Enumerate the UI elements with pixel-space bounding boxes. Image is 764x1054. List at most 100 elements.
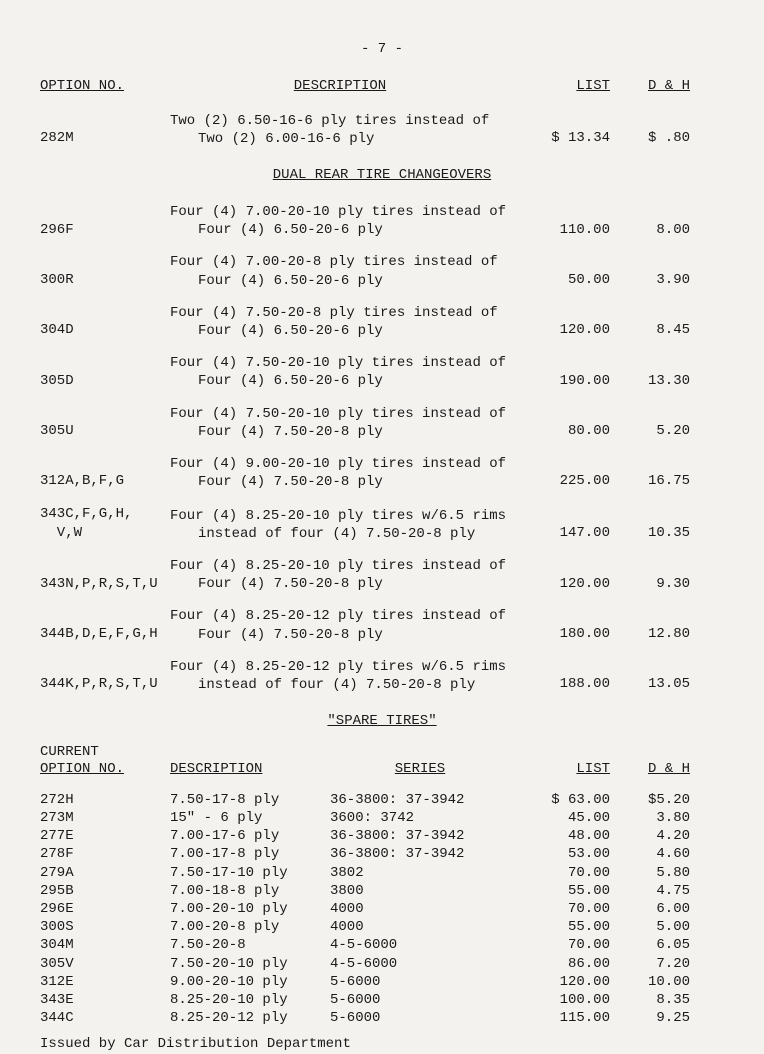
desc-line2: Four (4) 7.50-20-8 ply	[170, 473, 510, 491]
spare-table-row: 300S7.00-20-8 ply400055.005.00	[40, 918, 724, 936]
spare-cell-list: 100.00	[510, 991, 610, 1009]
cell-dh: 8.45	[610, 321, 690, 340]
table-row: 304DFour (4) 7.50-20-8 ply tires instead…	[40, 304, 724, 340]
cell-list: 120.00	[510, 575, 610, 594]
spare-hdr-list: LIST	[576, 761, 610, 777]
desc-line1: Four (4) 8.25-20-10 ply tires w/6.5 rims	[170, 508, 506, 524]
spare-cell-desc: 15" - 6 ply	[170, 809, 330, 827]
spare-cell-dh: 4.20	[610, 827, 690, 845]
spare-cell-desc: 7.00-20-8 ply	[170, 918, 330, 936]
spare-table-row: 343E8.25-20-10 ply5-6000100.008.35	[40, 991, 724, 1009]
cell-list: 190.00	[510, 372, 610, 391]
spare-cell-list: 55.00	[510, 918, 610, 936]
desc-line2: Four (4) 6.50-20-6 ply	[170, 272, 510, 290]
cell-list: 225.00	[510, 472, 610, 491]
spare-table-row: 295B7.00-18-8 ply380055.004.75	[40, 882, 724, 900]
cell-option: 312A,B,F,G	[40, 472, 170, 491]
spare-cell-series: 4-5-6000	[330, 955, 510, 973]
spare-cell-list: 120.00	[510, 973, 610, 991]
spare-cell-dh: 8.35	[610, 991, 690, 1009]
spare-cell-series: 3802	[330, 864, 510, 882]
table-row: 296FFour (4) 7.00-20-10 ply tires instea…	[40, 203, 724, 239]
spare-cell-option: 277E	[40, 827, 170, 845]
cell-option: 344B,D,E,F,G,H	[40, 625, 170, 644]
desc-line2: Four (4) 7.50-20-8 ply	[170, 575, 510, 593]
spare-cell-dh: $5.20	[610, 791, 690, 809]
cell-list: 80.00	[510, 422, 610, 441]
cell-description: Four (4) 7.50-20-10 ply tires instead of…	[170, 405, 510, 441]
spare-cell-option: 304M	[40, 936, 170, 954]
spare-cell-dh: 5.00	[610, 918, 690, 936]
spare-cell-option: 278F	[40, 845, 170, 863]
desc-line2: Four (4) 6.50-20-6 ply	[170, 372, 510, 390]
spare-cell-option: 312E	[40, 973, 170, 991]
desc-line1: Four (4) 9.00-20-10 ply tires instead of	[170, 456, 506, 472]
spare-cell-option: 295B	[40, 882, 170, 900]
desc-line2: Four (4) 7.50-20-8 ply	[170, 423, 510, 441]
spare-cell-list: 48.00	[510, 827, 610, 845]
desc-line1: Four (4) 7.00-20-8 ply tires instead of	[170, 254, 498, 270]
spare-cell-option: 300S	[40, 918, 170, 936]
table-row: 282M Two (2) 6.50-16-6 ply tires instead…	[40, 112, 724, 148]
cell-option: 305U	[40, 422, 170, 441]
spare-cell-option: 273M	[40, 809, 170, 827]
spare-table-row: 273M15" - 6 ply3600: 374245.003.80	[40, 809, 724, 827]
cell-list: 110.00	[510, 221, 610, 240]
spare-cell-dh: 4.60	[610, 845, 690, 863]
spare-cell-list: $ 63.00	[510, 791, 610, 809]
hdr-dh: D & H	[648, 78, 690, 94]
spare-table-row: 272H7.50-17-8 ply36-3800: 37-3942$ 63.00…	[40, 791, 724, 809]
spare-cell-desc: 8.25-20-10 ply	[170, 991, 330, 1009]
spare-cell-dh: 10.00	[610, 973, 690, 991]
cell-option: 304D	[40, 321, 170, 340]
spare-cell-dh: 4.75	[610, 882, 690, 900]
spare-table-row: 277E7.00-17-6 ply36-3800: 37-394248.004.…	[40, 827, 724, 845]
spare-header-row: OPTION NO. DESCRIPTION SERIES LIST D & H	[40, 760, 724, 779]
spare-table-row: 312E9.00-20-10 ply5-6000120.0010.00	[40, 973, 724, 991]
cell-description: Four (4) 9.00-20-10 ply tires instead of…	[170, 455, 510, 491]
spare-cell-option: 272H	[40, 791, 170, 809]
cell-option: 282M	[40, 129, 170, 148]
spare-cell-desc: 7.50-17-10 ply	[170, 864, 330, 882]
spare-cell-series: 36-3800: 37-3942	[330, 845, 510, 863]
spare-cell-option: 296E	[40, 900, 170, 918]
table-row: 343C,F,G,H, V,WFour (4) 8.25-20-10 ply t…	[40, 505, 724, 543]
spare-cell-desc: 9.00-20-10 ply	[170, 973, 330, 991]
table-row: 305DFour (4) 7.50-20-10 ply tires instea…	[40, 354, 724, 390]
spare-hdr-option: OPTION NO.	[40, 760, 170, 779]
cell-description: Four (4) 8.25-20-12 ply tires instead of…	[170, 607, 510, 643]
spare-cell-series: 36-3800: 37-3942	[330, 827, 510, 845]
cell-description: Four (4) 7.50-20-10 ply tires instead of…	[170, 354, 510, 390]
desc-line1: Four (4) 7.00-20-10 ply tires instead of	[170, 204, 506, 220]
spare-table-row: 304M7.50-20-84-5-600070.006.05	[40, 936, 724, 954]
spare-cell-list: 70.00	[510, 936, 610, 954]
cell-option: 300R	[40, 271, 170, 290]
page-number: - 7 -	[40, 40, 724, 59]
spare-cell-desc: 7.00-17-8 ply	[170, 845, 330, 863]
spare-cell-list: 70.00	[510, 864, 610, 882]
spare-cell-dh: 9.25	[610, 1009, 690, 1027]
desc-line1: Four (4) 8.25-20-10 ply tires instead of	[170, 558, 506, 574]
cell-list: 147.00	[510, 524, 610, 543]
cell-dh: 5.20	[610, 422, 690, 441]
desc-line1: Two (2) 6.50-16-6 ply tires instead of	[170, 113, 489, 129]
cell-dh: 13.30	[610, 372, 690, 391]
table-row: 300RFour (4) 7.00-20-8 ply tires instead…	[40, 253, 724, 289]
desc-line2: instead of four (4) 7.50-20-8 ply	[170, 525, 510, 543]
spare-cell-desc: 7.00-20-10 ply	[170, 900, 330, 918]
spare-cell-series: 4000	[330, 918, 510, 936]
spare-cell-series: 4-5-6000	[330, 936, 510, 954]
section-title-spare-tires: "SPARE TIRES"	[40, 712, 724, 731]
spare-hdr-series: SERIES	[395, 761, 445, 777]
spare-cell-series: 5-6000	[330, 973, 510, 991]
spare-cell-desc: 8.25-20-12 ply	[170, 1009, 330, 1027]
spare-table-row: 279A7.50-17-10 ply380270.005.80	[40, 864, 724, 882]
spare-cell-desc: 7.50-17-8 ply	[170, 791, 330, 809]
cell-option: 343C,F,G,H, V,W	[40, 505, 170, 543]
spare-cell-dh: 3.80	[610, 809, 690, 827]
desc-line2: Four (4) 6.50-20-6 ply	[170, 322, 510, 340]
cell-list: 120.00	[510, 321, 610, 340]
cell-description: Four (4) 7.00-20-8 ply tires instead of F…	[170, 253, 510, 289]
spare-table-row: 296E7.00-20-10 ply400070.006.00	[40, 900, 724, 918]
spare-cell-dh: 7.20	[610, 955, 690, 973]
